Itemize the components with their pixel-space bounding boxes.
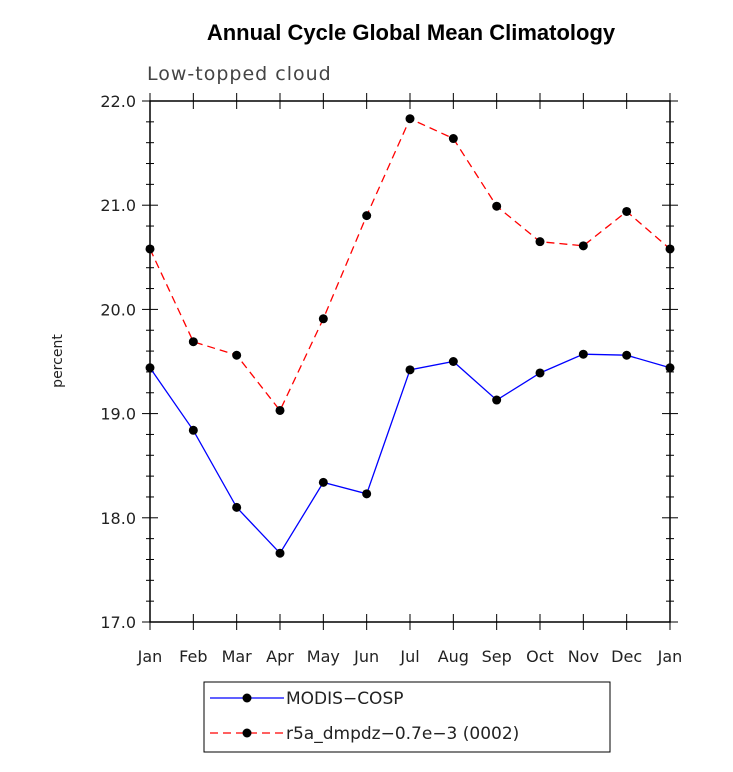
legend-marker-1	[242, 693, 252, 703]
series-line-1	[149, 353, 671, 555]
data-point-2	[492, 201, 502, 211]
x-tick-label: Jan	[137, 647, 163, 666]
chart-title: Annual Cycle Global Mean Climatology	[207, 20, 616, 45]
x-tick-label: Jan	[657, 647, 683, 666]
data-point-2	[275, 405, 285, 415]
data-point-1	[665, 363, 675, 373]
data-point-1	[535, 368, 545, 378]
x-tick-label: Dec	[611, 647, 642, 666]
axis-ticks	[142, 93, 678, 630]
y-tick-label: 21.0	[100, 196, 136, 215]
y-tick-label: 20.0	[100, 300, 136, 319]
x-tick-label: Jun	[353, 647, 379, 666]
series-points	[145, 114, 675, 558]
legend-box	[203, 681, 611, 753]
x-tick-label: Aug	[438, 647, 469, 666]
x-tick-label: May	[307, 647, 340, 666]
x-tick-label: Nov	[568, 647, 599, 666]
x-tick-label: Mar	[222, 647, 253, 666]
data-point-1	[188, 425, 198, 435]
data-point-2	[318, 314, 328, 324]
data-point-1	[622, 350, 632, 360]
data-point-1	[318, 477, 328, 487]
data-point-2	[232, 350, 242, 360]
data-point-1	[405, 365, 415, 375]
x-tick-label: Sep	[482, 647, 512, 666]
data-point-1	[578, 349, 588, 359]
y-tick-label: 18.0	[100, 509, 136, 528]
x-tick-labels: Jan Feb Mar Apr May Jun Jul Aug Sep Oct Nov Dec Jan	[137, 647, 683, 666]
legend-label-1: MODIS−COSP	[286, 689, 403, 709]
data-point-2	[405, 114, 415, 124]
data-point-2	[145, 244, 155, 254]
data-point-1	[232, 502, 242, 512]
plot-frame	[149, 100, 671, 623]
legend-label-2: r5a_dmpdz−0.7e−3 (0002)	[286, 724, 519, 744]
data-point-1	[448, 357, 458, 366]
data-point-2	[188, 337, 198, 347]
y-tick-label: 22.0	[100, 92, 136, 111]
data-point-2	[578, 241, 588, 251]
data-point-1	[362, 489, 372, 499]
series-lines	[149, 117, 671, 555]
y-tick-label: 17.0	[100, 613, 136, 632]
data-point-2	[448, 134, 458, 144]
y-axis-label: percent	[50, 334, 66, 388]
y-tick-labels: 17.0 18.0 19.0 20.0 21.0 22.0	[100, 92, 136, 632]
x-tick-label: Apr	[266, 647, 294, 666]
x-tick-label: Feb	[179, 647, 207, 666]
data-point-2	[362, 211, 372, 221]
x-tick-label: Oct	[526, 647, 554, 666]
legend-marker-2	[242, 728, 252, 738]
y-tick-label: 19.0	[100, 405, 136, 424]
data-point-2	[665, 244, 675, 254]
data-point-1	[145, 363, 155, 373]
data-point-2	[622, 206, 632, 216]
data-point-1	[492, 395, 502, 405]
data-point-2	[535, 237, 545, 247]
chart-subtitle: Low-topped cloud	[147, 63, 332, 85]
x-tick-label: Jul	[399, 647, 419, 666]
legend: MODIS−COSP r5a_dmpdz−0.7e−3 (0002)	[210, 689, 519, 744]
data-point-1	[275, 548, 285, 558]
